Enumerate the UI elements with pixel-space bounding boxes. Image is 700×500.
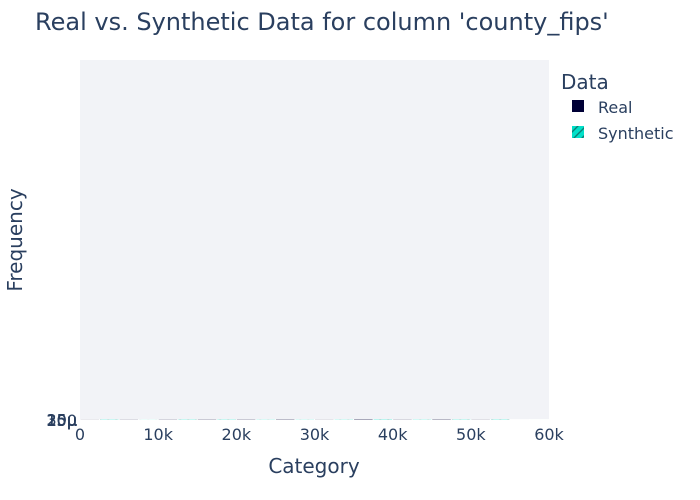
x-tick-label-0: 0: [75, 425, 85, 444]
x-tick-label-1: 10k: [143, 425, 173, 444]
legend-title: Data: [561, 70, 609, 94]
x-tick-label-4: 40k: [378, 425, 408, 444]
legend-swatch-real: [572, 100, 584, 112]
y-tick-label-1: 5μ: [57, 411, 77, 430]
y-tick-label-4: 20μ: [46, 411, 77, 430]
legend-label-real: Real: [598, 98, 633, 117]
y-tick-label-6: 30μ: [46, 411, 77, 430]
legend-item-synthetic[interactable]: Synthetic: [572, 124, 674, 143]
plot-background: [80, 60, 549, 420]
legend: Data Real Synthetic: [561, 70, 674, 143]
x-axis-ticks: 0 10k 20k 30k 40k 50k 60k: [75, 425, 565, 444]
x-tick-label-2: 20k: [222, 425, 252, 444]
y-tick-label-5: 25μ: [46, 411, 77, 430]
x-tick-label-3: 30k: [300, 425, 330, 444]
x-tick-label-6: 60k: [534, 425, 564, 444]
chart-title: Real vs. Synthetic Data for column 'coun…: [35, 8, 609, 36]
y-axis-title: Frequency: [3, 188, 27, 291]
y-tick-label-3: 15μ: [46, 411, 77, 430]
x-tick-label-5: 50k: [456, 425, 486, 444]
y-tick-label-2: 10μ: [46, 411, 77, 430]
y-tick-label-0: 0: [67, 411, 77, 430]
legend-item-real[interactable]: Real: [572, 98, 633, 117]
legend-label-synthetic: Synthetic: [598, 124, 674, 143]
x-axis-title: Category: [268, 454, 360, 478]
legend-swatch-synthetic: [572, 126, 584, 138]
